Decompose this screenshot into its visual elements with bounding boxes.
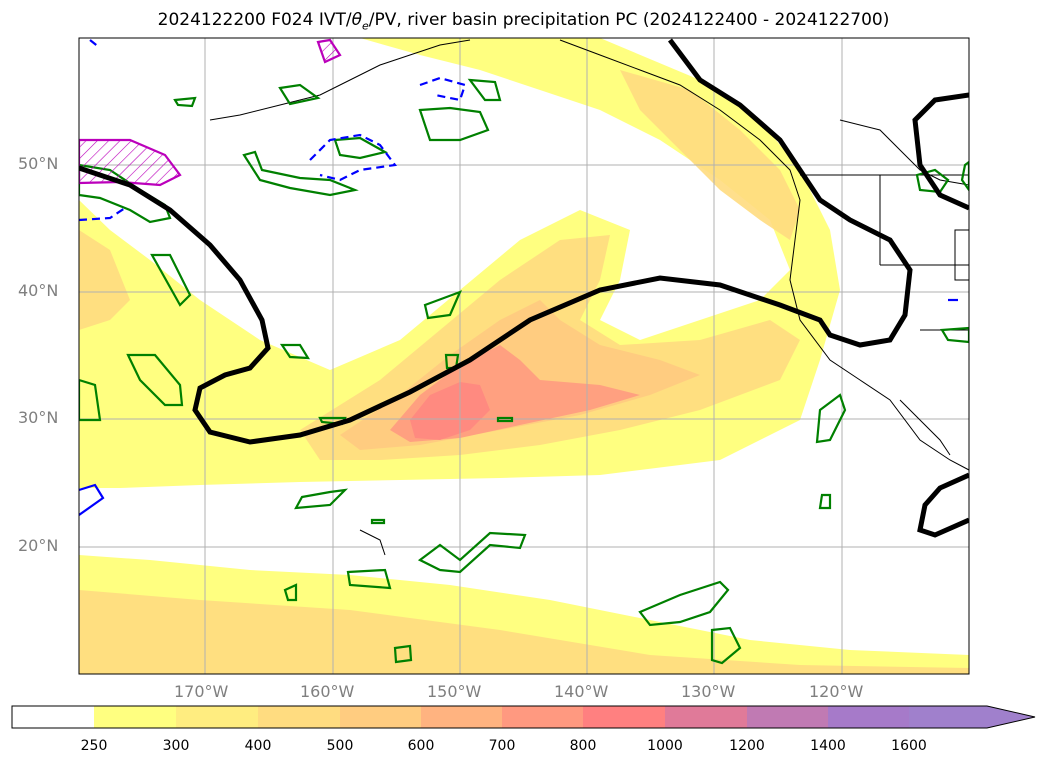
lat-label-50n: 50°N (18, 154, 59, 173)
colorbar-label: 250 (80, 738, 108, 754)
lat-label-30n: 30°N (18, 408, 59, 427)
lon-label-160w: 160°W (300, 682, 355, 701)
map-title: 2024122200 F024 IVT/θe/PV, river basin p… (157, 10, 890, 33)
colorbar-label: 1400 (810, 738, 846, 754)
hatched-region (79, 38, 342, 187)
map-frame (78, 37, 970, 675)
ivt-core-shading (410, 382, 490, 440)
colorbar-label: 300 (162, 738, 190, 754)
colorbar (11, 705, 1036, 729)
lat-label-20n: 20°N (18, 536, 59, 555)
colorbar-label: 800 (569, 738, 597, 754)
pv-positive-contours (79, 78, 969, 665)
pv-negative-contours (79, 39, 958, 516)
lon-label-120w: 120°W (809, 682, 864, 701)
theta-e-contours (79, 38, 969, 538)
colorbar-label: 600 (407, 738, 435, 754)
lat-label-40n: 40°N (18, 281, 59, 300)
lon-label-130w: 130°W (681, 682, 736, 701)
colorbar-label: 400 (244, 738, 272, 754)
colorbar-label: 500 (326, 738, 354, 754)
colorbar-label: 1600 (891, 738, 927, 754)
lon-label-150w: 150°W (427, 682, 482, 701)
colorbar-label: 1200 (729, 738, 765, 754)
colorbar-label: 700 (488, 738, 516, 754)
lon-label-170w: 170°W (174, 682, 229, 701)
lon-label-140w: 140°W (554, 682, 609, 701)
map-area (79, 38, 969, 674)
gridlines (79, 38, 969, 674)
colorbar-label: 1000 (647, 738, 683, 754)
